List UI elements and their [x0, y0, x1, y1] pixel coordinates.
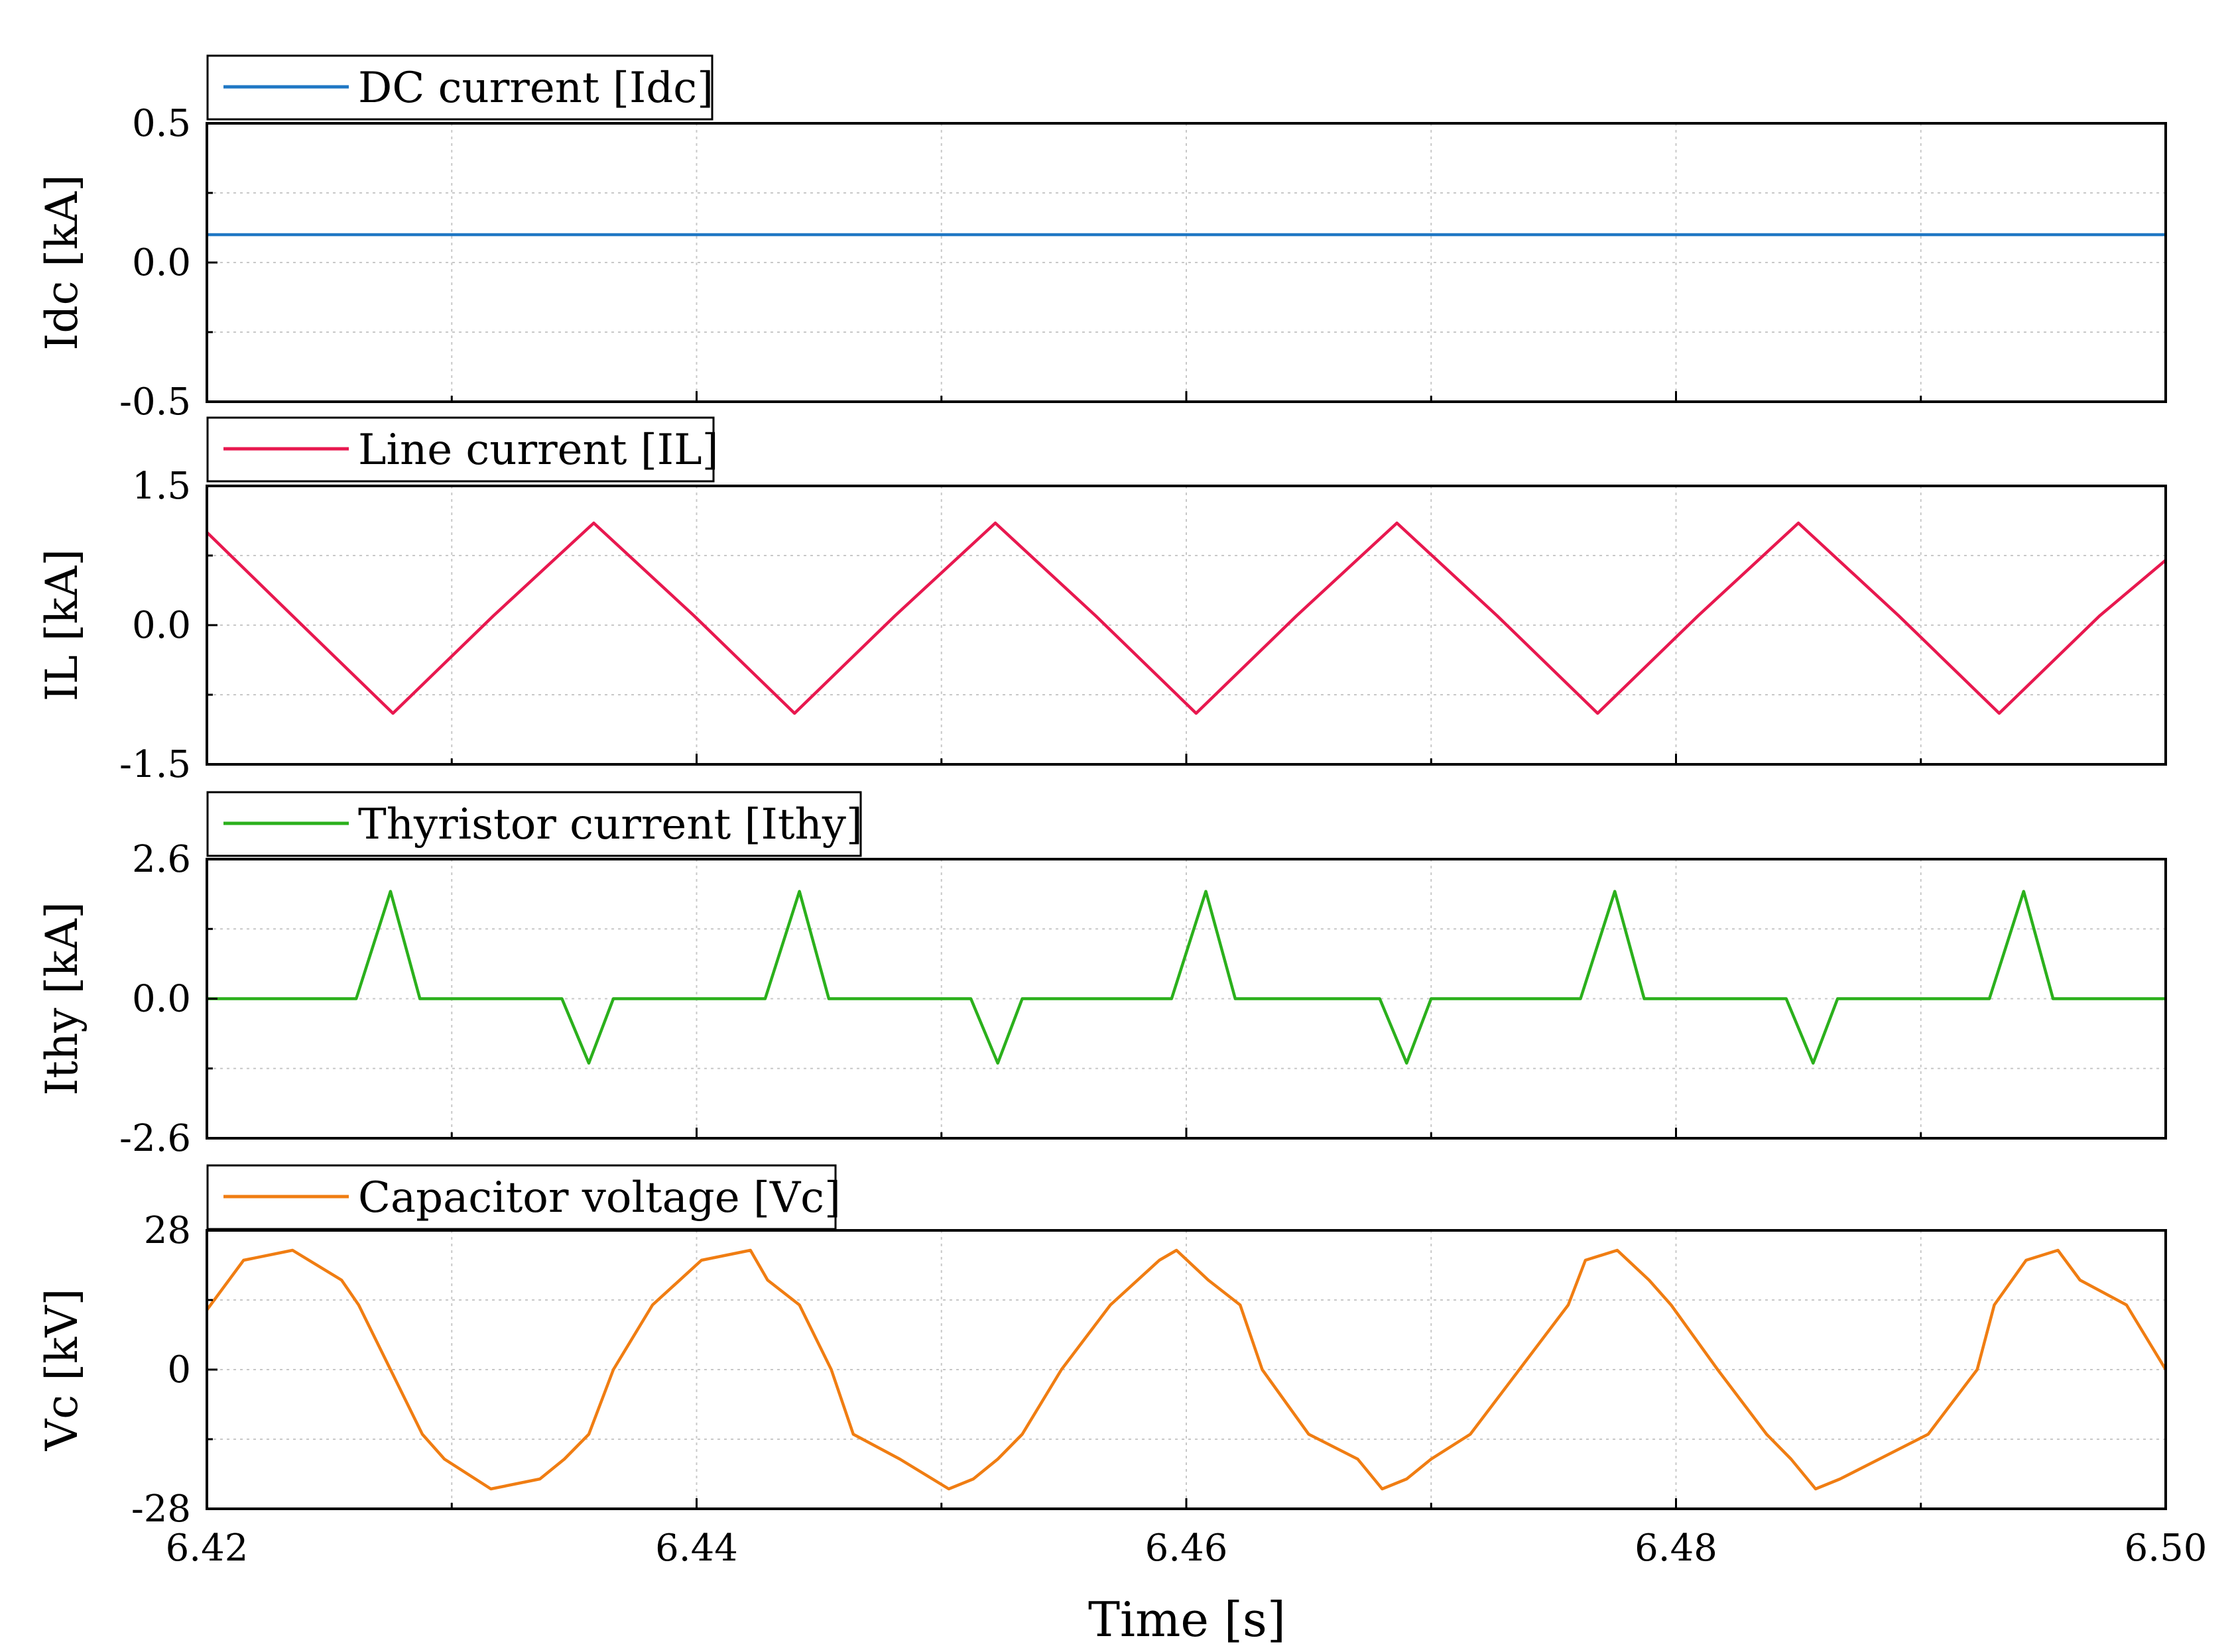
panel-il: -1.5 0.0 1.5 IL [kA] Line current [IL]	[36, 416, 2167, 786]
legend-ithy: Thyristor current [Ithy]	[206, 791, 863, 857]
legend-label: Thyristor current [Ithy]	[358, 800, 863, 849]
y-tick-label: -2.6	[119, 1117, 191, 1160]
panel-ithy: -2.6 0.0 2.6 Ithy [kA] Thyristor current [It…	[36, 791, 2167, 1160]
y-tick-label: -0.5	[119, 381, 191, 424]
y-tick-label: -28	[131, 1488, 191, 1531]
y-tick-label: 0.0	[132, 604, 191, 647]
panel-idc: -0.5 0.0 0.5 Idc [kA] DC current [Idc]	[36, 54, 2167, 424]
panel-frame	[206, 122, 2167, 403]
y-tick-label: 1.5	[132, 465, 191, 508]
series-line-il	[207, 521, 2166, 715]
y-tick-label: 0	[167, 1348, 191, 1391]
y-axis-label: Idc [kA]	[36, 174, 88, 350]
y-axis-label: IL [kA]	[36, 549, 88, 701]
series-line-vc	[207, 1248, 2166, 1491]
y-tick-label: 0.0	[132, 978, 191, 1021]
series-line-ithy	[207, 890, 2166, 1065]
y-tick-label: 28	[144, 1209, 191, 1252]
y-tick-label: 0.0	[132, 241, 191, 284]
x-tick-label: 6.48	[1635, 1527, 1717, 1570]
y-tick-label: 2.6	[132, 838, 191, 881]
panel-frame	[206, 858, 2167, 1140]
y-tick-label: -1.5	[119, 743, 191, 786]
legend-label: DC current [Idc]	[358, 64, 714, 113]
y-tick-label: 0.5	[132, 102, 191, 145]
panel-frame	[206, 485, 2167, 766]
panels-layer: -0.5 0.0 0.5 Idc [kA] DC current [Idc] -1.5 0.…	[36, 54, 2207, 1570]
y-axis-label: Ithy [kA]	[36, 902, 88, 1096]
legend-label: Capacitor voltage [Vc]	[358, 1173, 841, 1222]
legend-label: Line current [IL]	[358, 426, 719, 475]
x-axis-label: Time [s]	[1088, 1592, 1286, 1647]
x-tick-label: 6.42	[166, 1527, 249, 1570]
x-tick-label: 6.44	[655, 1527, 738, 1570]
legend-vc: Capacitor voltage [Vc]	[206, 1164, 841, 1230]
panel-vc: -28 0 28 Vc [kV] Capacitor voltage [Vc]	[36, 1164, 2167, 1531]
legend-il: Line current [IL]	[206, 416, 719, 483]
legend-idc: DC current [Idc]	[206, 54, 714, 121]
x-tick-label: 6.46	[1145, 1527, 1228, 1570]
y-axis-label: Vc [kV]	[36, 1289, 88, 1452]
x-tick-label: 6.50	[2125, 1527, 2207, 1570]
panel-frame	[206, 1229, 2167, 1510]
